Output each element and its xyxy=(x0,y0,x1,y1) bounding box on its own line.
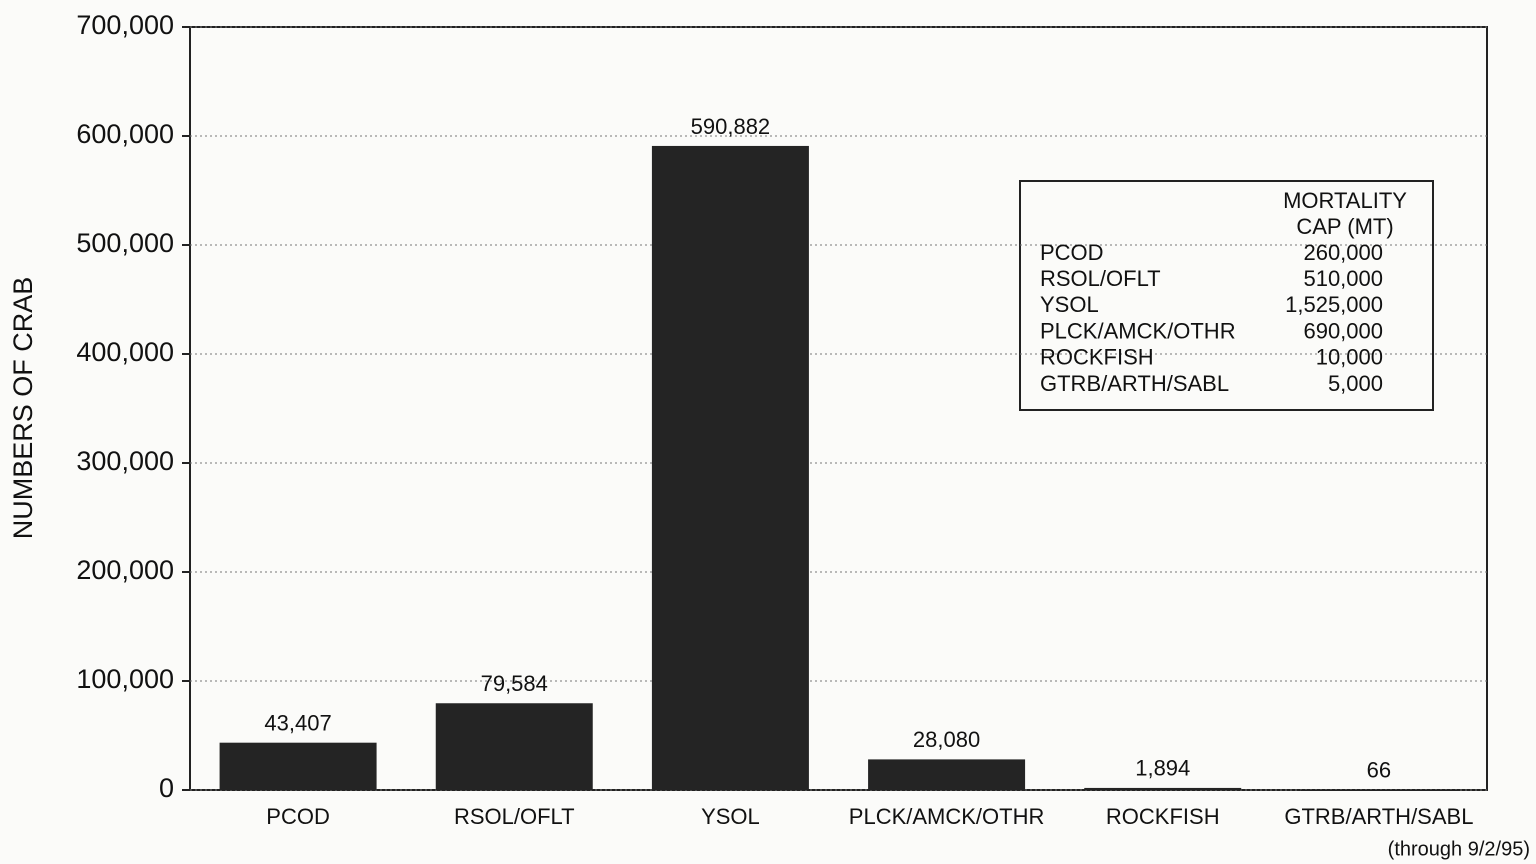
data-label: 66 xyxy=(1367,758,1391,783)
data-label: 590,882 xyxy=(691,114,771,139)
cap-table-value: 10,000 xyxy=(1316,345,1383,370)
cap-table-value: 1,525,000 xyxy=(1285,292,1383,317)
x-tick-label: PCOD xyxy=(266,804,330,829)
cap-table-name: YSOL xyxy=(1040,292,1099,317)
cap-table-value: 5,000 xyxy=(1328,371,1383,396)
data-label: 79,584 xyxy=(481,671,548,696)
y-tick-label: 700,000 xyxy=(76,10,174,40)
cap-table-header: MORTALITY xyxy=(1283,188,1407,213)
x-tick-label: YSOL xyxy=(701,804,760,829)
cap-table-name: RSOL/OFLT xyxy=(1040,266,1161,291)
y-tick-label: 0 xyxy=(159,773,174,803)
plot-frame xyxy=(189,26,1488,791)
cap-table-header: CAP (MT) xyxy=(1296,214,1393,239)
data-label: 43,407 xyxy=(264,710,331,735)
y-tick-label: 600,000 xyxy=(76,119,174,149)
data-label: 28,080 xyxy=(913,727,980,752)
bar xyxy=(219,742,377,790)
bar xyxy=(1084,787,1242,790)
cap-table-name: PLCK/AMCK/OTHR xyxy=(1040,318,1236,343)
bar xyxy=(651,145,809,791)
y-tick-label: 400,000 xyxy=(76,337,174,367)
x-tick-label: ROCKFISH xyxy=(1106,804,1220,829)
y-tick-label: 300,000 xyxy=(76,446,174,476)
footnote: (through 9/2/95) xyxy=(1388,838,1530,860)
x-tick-label: RSOL/OFLT xyxy=(454,804,575,829)
bar xyxy=(435,703,593,790)
bar xyxy=(1300,789,1458,791)
cap-table-box xyxy=(1019,180,1434,411)
bar xyxy=(868,759,1026,790)
cap-table-name: ROCKFISH xyxy=(1040,345,1154,370)
cap-table-name: GTRB/ARTH/SABL xyxy=(1040,371,1229,396)
cap-table-name: PCOD xyxy=(1040,240,1104,265)
y-tick-label: 100,000 xyxy=(76,664,174,694)
x-tick-label: GTRB/ARTH/SABL xyxy=(1284,804,1473,829)
y-tick-label: 500,000 xyxy=(76,228,174,258)
cap-table-value: 260,000 xyxy=(1303,240,1383,265)
cap-table-value: 690,000 xyxy=(1303,318,1383,343)
y-axis-label: NUMBERS OF CRAB xyxy=(8,277,38,540)
cap-table-value: 510,000 xyxy=(1303,266,1383,291)
y-tick-label: 200,000 xyxy=(76,555,174,585)
data-label: 1,894 xyxy=(1135,756,1190,781)
x-tick-label: PLCK/AMCK/OTHR xyxy=(849,804,1045,829)
